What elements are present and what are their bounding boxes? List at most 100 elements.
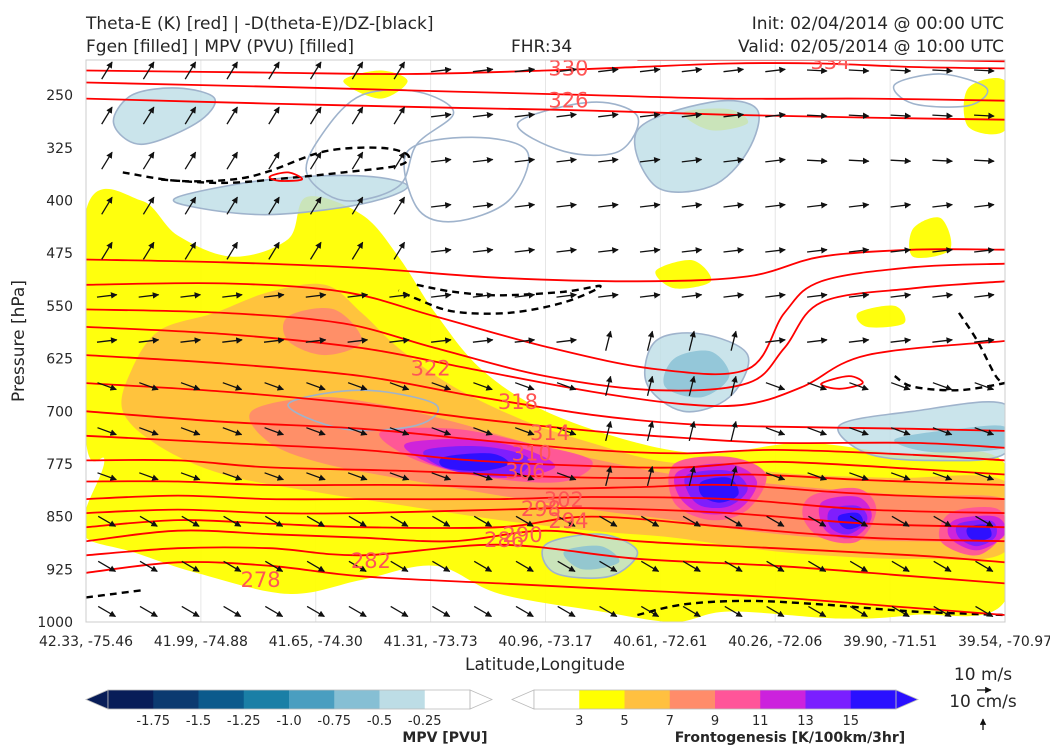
fgen-colorbar-tick: 3 (575, 714, 583, 729)
mpv-colorbar-tick: -0.5 (367, 714, 392, 729)
wind-vector (556, 292, 577, 299)
x-tick-label: 42.33, -75.46 (39, 634, 133, 650)
wind-vector (598, 156, 619, 164)
wind-vector (723, 156, 745, 164)
wind-vector (306, 560, 325, 572)
wind-vector (807, 472, 828, 481)
wind-vector (515, 605, 534, 618)
colorbar-segment (624, 690, 671, 709)
wind-vector (472, 111, 494, 119)
theta-e-contour (86, 515, 1005, 543)
wind-vector (268, 241, 280, 260)
wind-vector (605, 420, 613, 442)
wind-vector (226, 61, 238, 80)
wind-vector (264, 427, 285, 436)
wind-vector (309, 61, 322, 80)
wind-vector (688, 375, 696, 396)
wind-vector (682, 560, 701, 572)
wind-vector (184, 241, 197, 260)
wind-vector (639, 292, 661, 299)
x-axis-label: Latitude,Longitude (465, 655, 625, 675)
wind-vector (932, 427, 953, 436)
wind-vector (765, 472, 786, 481)
wind-vector (639, 111, 661, 119)
wind-vector (730, 375, 738, 396)
x-tick-label: 41.99, -74.88 (154, 634, 248, 650)
wind-vector (974, 472, 995, 481)
wind-vector (180, 382, 201, 391)
wind-vector (730, 465, 738, 487)
wind-vector (431, 337, 452, 344)
colorbar-segment (108, 690, 154, 709)
wind-vector (598, 111, 619, 119)
wind-vector (848, 337, 870, 344)
wind-vector (849, 560, 868, 572)
frontogenesis-colorbar-label: Frontogenesis [K/100km/3hr] (675, 730, 905, 746)
theta-e-contour (86, 326, 1005, 408)
wind-vector (306, 515, 325, 527)
wind-vector (473, 472, 493, 481)
wind-vector (184, 61, 197, 80)
theta-e-contour (86, 280, 1005, 392)
wind-vector (681, 156, 703, 164)
wind-vector (96, 292, 118, 299)
wind-vector (268, 151, 280, 170)
wind-vector (890, 157, 912, 165)
wind-vector (933, 515, 952, 527)
wind-vector (181, 515, 200, 527)
theta-e-label: 334 (810, 50, 850, 74)
wind-vector (974, 292, 995, 299)
colorbar-segment (334, 690, 380, 709)
wind-vector (431, 247, 452, 254)
colorbar-segment (669, 690, 716, 709)
wind-vector (472, 66, 494, 74)
wind-vector (639, 247, 661, 254)
wind-vector (932, 292, 953, 299)
wind-vector (393, 61, 406, 80)
wind-vector (556, 66, 577, 74)
wind-vector (808, 515, 827, 527)
wind-vector (598, 66, 619, 74)
wind-vector (472, 337, 494, 344)
wind-vector (974, 337, 995, 344)
wind-vector (807, 337, 828, 344)
wind-vector (309, 241, 322, 260)
wind-vector (723, 247, 745, 254)
wind-vector (472, 292, 494, 299)
wind-vector (723, 111, 745, 119)
wind-vector (766, 605, 785, 618)
wind-vector (309, 106, 322, 125)
wind-vector (975, 515, 994, 527)
y-tick-label: 250 (46, 88, 73, 104)
theta-e-contour (86, 434, 1005, 476)
wind-vector (142, 106, 155, 125)
wind-vector (974, 382, 995, 391)
wind-vector (306, 382, 326, 391)
wind-vector (432, 605, 451, 618)
wind-vector (472, 202, 494, 209)
theta-e-label: 294 (548, 509, 588, 533)
wind-vector (890, 382, 911, 391)
wind-vector (139, 605, 158, 618)
colorbar-extend-high (469, 689, 494, 710)
wind-vector (263, 337, 285, 344)
wind-vector (181, 605, 200, 618)
wind-vector (681, 66, 703, 74)
fgen-colorbar-tick: 9 (711, 714, 719, 729)
wind-vector (932, 337, 953, 344)
wind-vector (97, 515, 117, 527)
mpv-contour (892, 73, 989, 108)
wind-vector (646, 375, 655, 396)
wind-vector (848, 112, 870, 120)
wind-vector (431, 66, 452, 74)
wind-vector (765, 156, 786, 164)
wind-vector (598, 202, 619, 209)
wind-vector (646, 330, 655, 351)
wind-vector (347, 382, 368, 391)
wind-vector (139, 382, 159, 391)
x-tick-label: 39.54, -70.97 (958, 634, 1050, 650)
mpv-contour (403, 136, 530, 223)
theta-e-label: 330 (548, 56, 588, 80)
wind-vector (646, 420, 655, 442)
